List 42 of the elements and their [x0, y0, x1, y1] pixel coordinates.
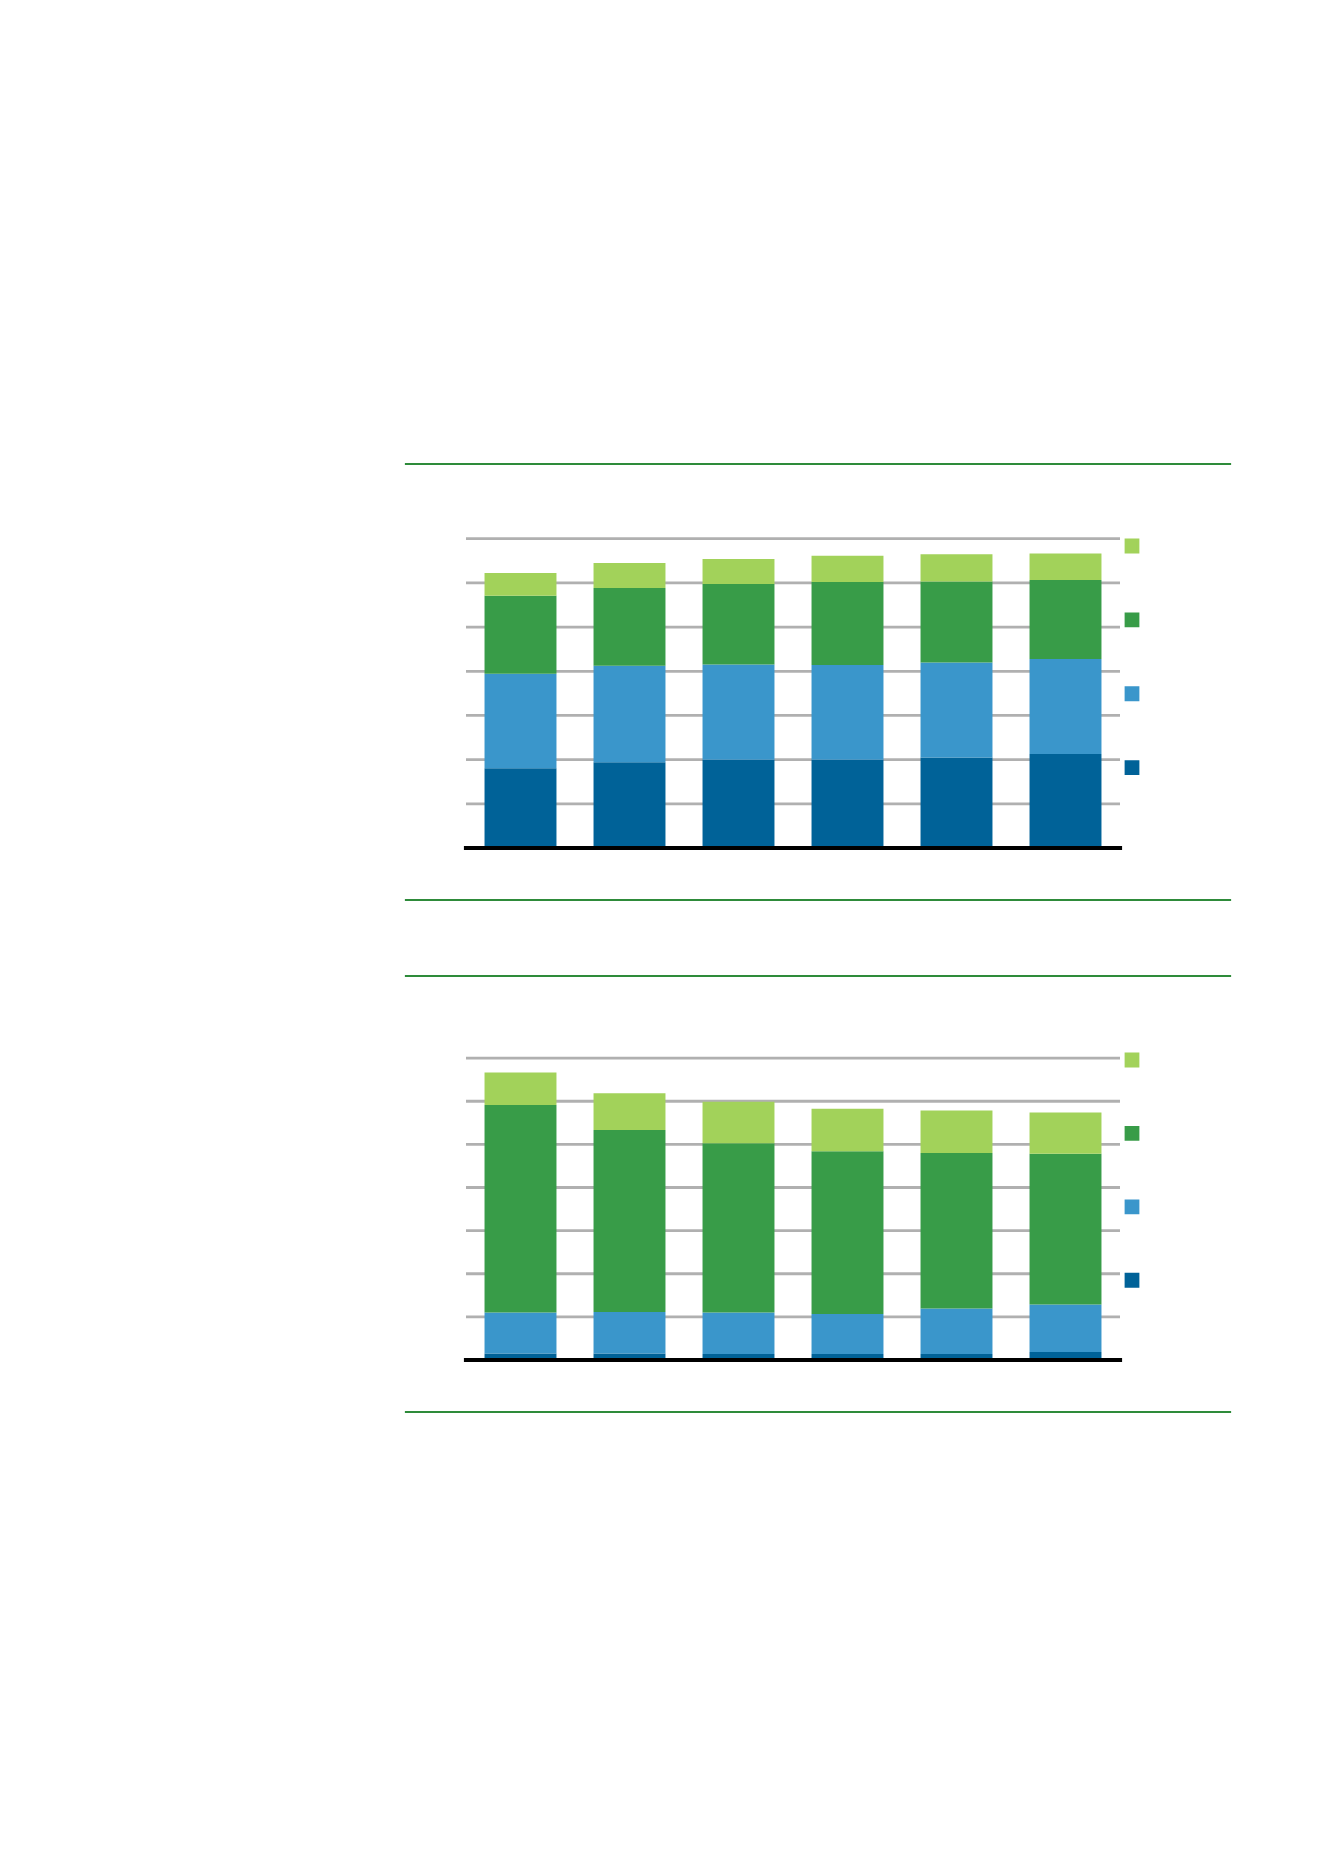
bar: [702, 664, 775, 760]
bar: [920, 1153, 993, 1309]
bar: [811, 1314, 884, 1354]
bar: [702, 1312, 775, 1354]
bar: [593, 762, 666, 848]
bar: [1029, 1153, 1102, 1305]
bar: [593, 562, 666, 588]
bar: [593, 1093, 666, 1130]
bar: [484, 572, 557, 596]
bar: [920, 1308, 993, 1354]
bar: [1029, 553, 1102, 580]
bar: [702, 759, 775, 848]
bar: [702, 559, 775, 585]
bar: [811, 1151, 884, 1314]
bar: [1029, 1112, 1102, 1154]
bar: [920, 581, 993, 663]
bar: [920, 757, 993, 848]
bar: [593, 587, 666, 666]
bar: [811, 665, 884, 760]
bar: [1029, 579, 1102, 659]
bar: [593, 1130, 666, 1312]
bar: [484, 1312, 557, 1354]
bar: [593, 1311, 666, 1354]
bar: [1029, 754, 1102, 848]
bar: [920, 662, 993, 758]
bar: [920, 554, 993, 582]
bar: [811, 582, 884, 666]
bar: [1029, 1304, 1102, 1352]
bar: [484, 1104, 557, 1313]
bar: [484, 595, 557, 674]
bar: [702, 1143, 775, 1313]
bar: [702, 1101, 775, 1144]
bar: [811, 1108, 884, 1152]
bar: [484, 768, 557, 848]
bar: [920, 1110, 993, 1153]
bar: [484, 673, 557, 769]
bar: [1029, 658, 1102, 755]
bar: [593, 665, 666, 763]
bar: [484, 1072, 557, 1105]
bar: [811, 759, 884, 848]
bar: [811, 555, 884, 583]
bar: [702, 584, 775, 665]
